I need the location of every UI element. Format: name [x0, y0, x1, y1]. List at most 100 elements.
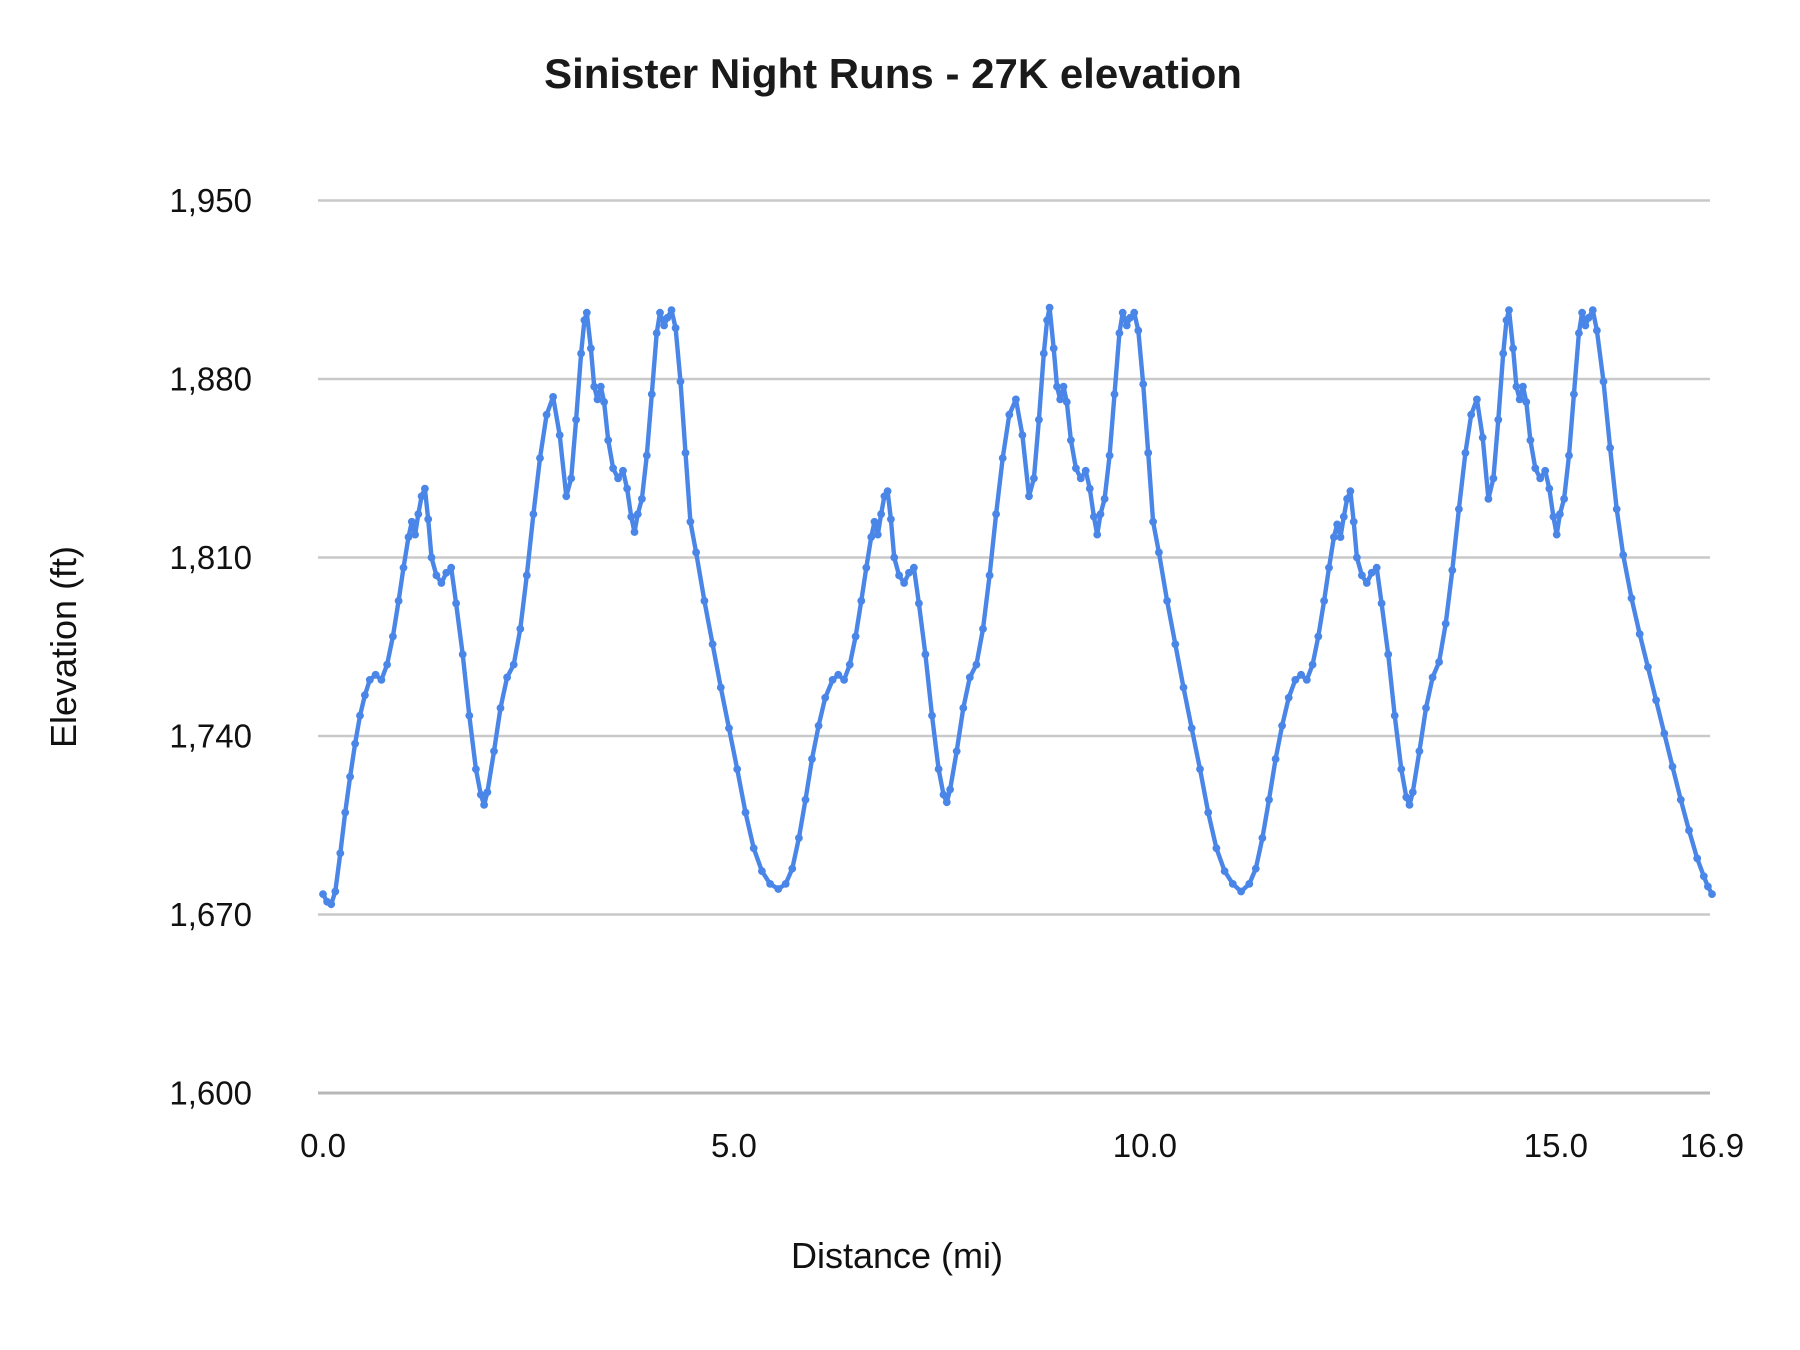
- data-point: [582, 308, 591, 317]
- data-point: [577, 349, 585, 358]
- data-point: [600, 398, 608, 406]
- y-tick-label: 1,810: [169, 539, 252, 576]
- data-point: [1484, 495, 1493, 503]
- data-point: [1049, 344, 1058, 353]
- y-tick-label: 1,950: [169, 182, 252, 219]
- data-point: [1093, 530, 1102, 539]
- data-point: [647, 390, 656, 399]
- data-point: [1067, 436, 1075, 445]
- y-axis-tick-labels: 1,600 1,670 1,740 1,810 1,880 1,950: [169, 182, 252, 1112]
- data-point: [992, 510, 1000, 518]
- data-point: [331, 887, 340, 896]
- data-point: [1100, 495, 1109, 503]
- data-point: [1179, 683, 1188, 692]
- data-point: [319, 890, 327, 898]
- data-point: [522, 571, 531, 580]
- data-point: [404, 533, 413, 541]
- data-point: [427, 553, 436, 562]
- data-point: [867, 533, 876, 541]
- data-point: [1333, 520, 1342, 529]
- data-point: [910, 563, 918, 572]
- data-point: [1096, 510, 1105, 518]
- data-point: [1478, 433, 1487, 442]
- data-point: [1072, 464, 1080, 473]
- data-point: [1494, 415, 1503, 424]
- data-point: [1297, 670, 1305, 679]
- data-point: [623, 484, 631, 493]
- data-point: [946, 785, 954, 794]
- data-point: [503, 673, 511, 682]
- data-point: [749, 844, 758, 853]
- data-point: [1278, 721, 1286, 730]
- data-point: [1302, 676, 1311, 684]
- data-point: [862, 563, 871, 572]
- data-point: [1284, 693, 1293, 702]
- data-point: [1110, 390, 1119, 399]
- data-point: [1367, 568, 1376, 577]
- data-point: [432, 571, 441, 580]
- data-point: [1163, 597, 1171, 605]
- data-point: [663, 313, 672, 322]
- chart-title: Sinister Night Runs - 27K elevation: [544, 50, 1242, 97]
- data-point: [1059, 382, 1068, 391]
- data-point: [1030, 474, 1038, 483]
- data-point: [1005, 410, 1014, 419]
- data-point: [676, 377, 685, 386]
- data-point: [421, 484, 429, 493]
- data-point: [1545, 484, 1554, 493]
- data-point: [1455, 505, 1463, 513]
- data-point: [667, 306, 676, 314]
- data-point: [1336, 533, 1345, 541]
- data-point: [1081, 466, 1090, 475]
- data-point: [399, 563, 408, 572]
- data-point: [452, 599, 460, 608]
- data-point: [1320, 597, 1328, 605]
- data-point: [972, 660, 981, 669]
- data-point: [671, 324, 680, 332]
- data-point: [834, 670, 843, 679]
- y-tick-label: 1,600: [169, 1075, 252, 1112]
- data-point: [1552, 530, 1561, 539]
- data-point: [766, 880, 774, 888]
- data-point: [593, 395, 602, 404]
- data-point: [555, 431, 564, 439]
- data-point: [351, 739, 359, 748]
- data-point: [1531, 464, 1540, 473]
- data-point: [424, 515, 433, 524]
- data-point: [536, 454, 544, 462]
- data-point: [1362, 579, 1371, 587]
- data-point: [821, 693, 830, 702]
- data-point: [1599, 377, 1608, 386]
- data-point: [1415, 747, 1424, 756]
- data-point: [1149, 517, 1157, 526]
- data-point: [1685, 826, 1693, 835]
- data-point: [407, 517, 416, 526]
- data-point: [1606, 444, 1614, 452]
- data-point: [394, 597, 403, 605]
- data-point: [1467, 410, 1476, 419]
- data-point: [928, 711, 936, 720]
- data-point: [939, 790, 948, 799]
- data-point: [781, 880, 790, 888]
- data-point: [1187, 724, 1196, 733]
- data-point: [465, 711, 474, 720]
- data-point: [795, 834, 803, 842]
- data-point: [549, 393, 557, 401]
- data-point: [346, 772, 354, 781]
- data-point: [851, 632, 860, 641]
- data-point: [1575, 329, 1583, 337]
- data-point: [905, 568, 913, 577]
- data-point: [383, 660, 391, 669]
- y-tick-label: 1,880: [169, 361, 252, 398]
- data-point: [1435, 658, 1443, 666]
- data-point: [952, 747, 961, 756]
- data-point: [1699, 872, 1708, 881]
- data-point: [890, 553, 899, 562]
- data-point: [1448, 566, 1457, 575]
- data-point: [1043, 316, 1051, 325]
- x-tick-label: 16.9: [1680, 1127, 1744, 1164]
- x-tick-label: 15.0: [1524, 1127, 1588, 1164]
- data-point: [1053, 382, 1061, 391]
- data-point: [371, 670, 380, 679]
- data-point: [1502, 316, 1511, 325]
